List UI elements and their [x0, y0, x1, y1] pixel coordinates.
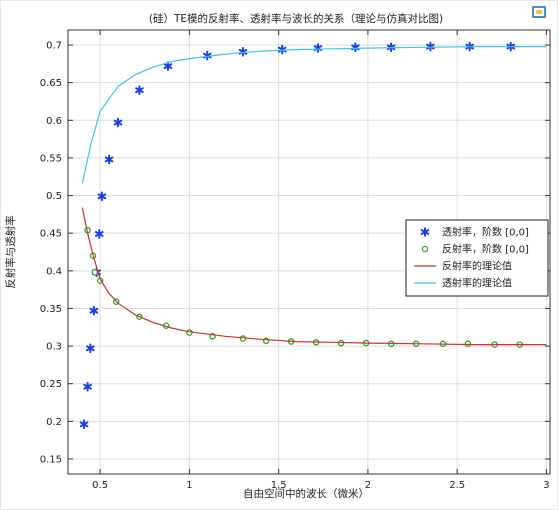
y-tick-label: 0.65	[40, 78, 62, 89]
y-tick-label: 0.4	[46, 266, 62, 277]
data-point-asterisk	[79, 419, 89, 430]
legend-label: 透射率的理论值	[442, 277, 512, 290]
data-point-asterisk	[97, 191, 107, 202]
data-point-asterisk	[104, 154, 114, 165]
axis-ticks: 0.5 1 1.5 2 2.5 3 0.15 0.2 0.25 0.3 0.35 0.4 0.45 0.5…	[40, 30, 550, 491]
data-point-asterisk	[426, 41, 435, 52]
x-tick-label: 2	[365, 480, 371, 491]
x-tick-label: 0.5	[92, 480, 108, 491]
y-tick-label: 0.3	[46, 342, 62, 353]
data-point-asterisk	[163, 61, 173, 71]
data-point-asterisk	[94, 229, 104, 239]
y-tick-label: 0.7	[46, 41, 62, 52]
series-line-2	[81, 207, 547, 346]
plot-area	[67, 29, 551, 475]
chart-title: (硅）TE模的反射率、透射率与波长的关系（理论与仿真对比图)	[149, 12, 443, 25]
y-tick-label: 0.6	[46, 116, 62, 127]
series-line-3	[81, 46, 547, 184]
y-tick-label: 0.35	[40, 304, 62, 315]
data-point-asterisk	[113, 117, 123, 128]
x-tick-label: 1	[186, 480, 192, 491]
data-point-asterisk	[86, 343, 95, 354]
series-layer	[79, 41, 547, 430]
data-point-circle	[464, 340, 472, 348]
export-image-icon[interactable]	[531, 5, 547, 19]
y-tick-label: 0.45	[40, 229, 62, 240]
legend-swatch-asterisk	[420, 227, 430, 237]
x-tick-label: 2.5	[449, 480, 465, 491]
data-point-circle	[91, 269, 99, 276]
y-tick-label: 0.5	[46, 191, 62, 202]
x-tick-label: 3	[543, 480, 549, 491]
data-point-asterisk	[89, 305, 99, 316]
y-tick-label: 0.15	[40, 454, 62, 465]
legend-label: 反射率，阶数 [0,0]	[442, 243, 529, 256]
y-tick-label: 0.2	[46, 417, 62, 428]
y-tick-label: 0.25	[40, 379, 62, 390]
legend-label: 透射率，阶数 [0,0]	[442, 226, 529, 239]
legend-label: 反射率的理论值	[442, 260, 512, 273]
x-tick-label: 1.5	[271, 480, 287, 491]
data-point-asterisk	[135, 85, 144, 96]
y-axis-label: 反射率与透射率	[4, 215, 17, 289]
legend-swatch-circle	[421, 245, 429, 253]
x-axis-label: 自由空间中的波长（微米）	[243, 487, 369, 500]
y-tick-label: 0.55	[40, 153, 62, 164]
data-point-asterisk	[83, 381, 92, 392]
